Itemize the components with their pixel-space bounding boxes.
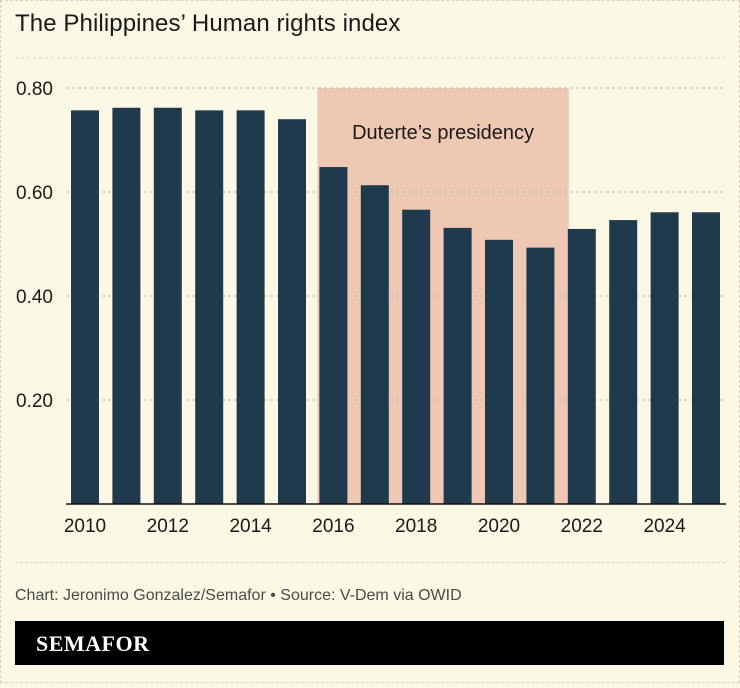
brand-bar: SEMAFOR	[15, 621, 724, 665]
bar	[650, 212, 679, 504]
bar	[112, 107, 141, 504]
chart-title: The Philippines’ Human rights index	[15, 10, 401, 37]
x-tick-label: 2022	[561, 516, 603, 537]
y-tick-label: 0.80	[16, 79, 53, 100]
bar	[443, 227, 472, 504]
chart-credit: Chart: Jeronimo Gonzalez/Semafor • Sourc…	[15, 587, 462, 604]
y-tick-label: 0.60	[16, 183, 53, 204]
bar	[692, 212, 720, 504]
bar	[319, 167, 348, 505]
y-tick-label: 0.20	[16, 391, 53, 412]
x-tick-label: 2010	[64, 516, 106, 537]
y-tick-label: 0.40	[16, 287, 53, 308]
bar	[402, 209, 431, 504]
annotation-label: Duterte’s presidency	[352, 122, 534, 144]
bar	[278, 119, 306, 504]
brand-logo: SEMAFOR	[36, 631, 150, 656]
x-tick-label: 2018	[395, 516, 437, 537]
bar	[153, 107, 182, 504]
x-tick-label: 2016	[312, 516, 354, 537]
x-tick-label: 2020	[478, 516, 520, 537]
footer-divider	[15, 562, 725, 563]
bar	[360, 185, 389, 505]
bar	[71, 110, 99, 505]
bar	[485, 239, 513, 504]
bar	[609, 220, 638, 504]
x-tick-label: 2012	[147, 516, 189, 537]
x-tick-label: 2014	[229, 516, 272, 537]
x-tick-label: 2024	[643, 516, 686, 537]
bar	[526, 247, 555, 504]
bar	[567, 228, 596, 505]
bar	[236, 110, 265, 505]
bar	[195, 110, 224, 505]
